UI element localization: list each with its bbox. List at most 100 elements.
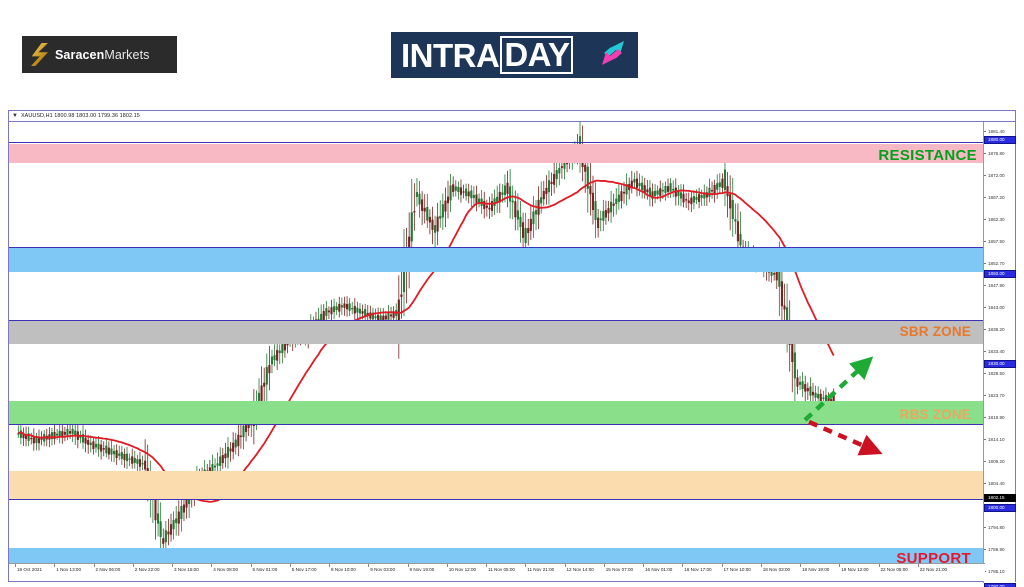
candle-body <box>428 216 431 223</box>
candle-body <box>123 453 126 461</box>
candle-body <box>232 442 235 452</box>
price-tick-label: 1867.20 <box>988 195 1005 200</box>
candle-body <box>550 181 553 184</box>
candle-body <box>56 433 59 436</box>
candle-body <box>547 180 551 193</box>
candle-body <box>125 453 129 462</box>
candle-body <box>685 199 688 201</box>
candle-body <box>555 170 558 179</box>
time-tick-label: 11 Nov 05:00 <box>488 567 515 572</box>
candle-body <box>799 382 802 385</box>
price-tick: 1872.00 <box>984 172 1016 179</box>
candle-body <box>710 190 714 192</box>
candle-body <box>542 190 545 200</box>
candle-body <box>118 453 121 456</box>
price-axis[interactable]: 1881.40 1880.00 1876.80 1872.00 1867.20 1862.… <box>983 122 1016 587</box>
candle-body <box>415 192 418 197</box>
candle-body <box>27 433 30 441</box>
candle-body <box>731 200 734 220</box>
tick-dash <box>984 417 986 418</box>
price-tick-label: 1881.40 <box>988 129 1005 134</box>
price-tick-label: 1785.10 <box>988 569 1005 574</box>
intraday-logo: INTRA DAY <box>391 32 638 78</box>
candle-body <box>734 219 737 222</box>
candle-body <box>687 200 690 203</box>
candle-body <box>604 210 607 218</box>
candle-body <box>343 303 346 308</box>
candle-body <box>465 188 468 197</box>
candle-body <box>470 190 473 199</box>
candle-body <box>281 343 284 354</box>
candle-body <box>338 303 341 312</box>
price-tick-label: 1800.00 <box>988 505 1005 510</box>
price-tick-label: 1828.50 <box>988 371 1005 376</box>
candle-body <box>646 189 649 193</box>
price-tick-label: 1857.50 <box>988 239 1005 244</box>
price-tick: 1857.50 <box>984 238 1016 245</box>
candle-body <box>558 167 561 174</box>
candle-body <box>159 521 162 537</box>
candle-body <box>726 186 729 197</box>
candle-body <box>71 428 74 435</box>
tick-dash <box>984 131 986 132</box>
candle-body <box>270 356 274 365</box>
candle-body <box>154 498 157 521</box>
candle-body <box>478 198 481 203</box>
candle-body <box>136 459 139 464</box>
candle-body <box>594 201 597 221</box>
tick-dash <box>984 395 986 396</box>
candle-body <box>421 199 424 211</box>
price-tick: 1814.10 <box>984 436 1016 443</box>
tick-dash <box>984 263 986 264</box>
candle-body <box>169 524 173 535</box>
candle-body <box>345 304 349 310</box>
tick-dash <box>984 307 986 308</box>
candle-body <box>384 315 387 320</box>
chart-plot-area[interactable]: RESISTANCE SBR ZONE RBS ZONE SUPPORT <box>9 122 985 565</box>
candle-body <box>167 531 170 535</box>
symbol-quote-label: XAUUSD,H1 1800.98 1803.00 1799.36 1802.1… <box>20 113 140 119</box>
time-tick-label: 18 Nov 03:00 <box>762 567 791 572</box>
candle-body <box>224 453 227 459</box>
candle-body <box>656 190 659 195</box>
candle-body <box>716 183 719 190</box>
candle-body <box>273 355 276 361</box>
candle-body <box>97 443 100 450</box>
time-tick-label: 12 Nov 14:00 <box>566 567 594 572</box>
chevron-down-icon[interactable]: ▼ <box>12 112 18 119</box>
candle-body <box>371 312 374 320</box>
price-tick-label: 1847.90 <box>988 283 1005 288</box>
price-tick-label: 1838.20 <box>988 327 1005 332</box>
candle-body <box>431 219 434 230</box>
mt4-chart-window[interactable]: ▼ XAUUSD,H1 1800.98 1803.00 1799.36 1802… <box>8 110 1016 587</box>
time-tick-mark <box>878 564 880 567</box>
candle-body <box>713 184 716 194</box>
candle-body <box>144 460 147 470</box>
tick-dash <box>984 351 986 352</box>
candle-body <box>164 530 167 543</box>
price-tick: 1789.90 <box>984 546 1016 553</box>
candle-body <box>524 228 527 243</box>
chart-header-bar[interactable]: ▼ XAUUSD,H1 1800.98 1803.00 1799.36 1802… <box>9 111 1015 122</box>
candle-body <box>94 443 98 448</box>
time-axis[interactable]: 19 Oct 2021 1 Nov 13:00 2 Nov 06:00 2 Nov 2… <box>9 563 985 581</box>
candle-body <box>599 218 602 221</box>
candle-body <box>801 381 804 390</box>
candle-body <box>226 446 230 458</box>
candle-body <box>721 178 724 188</box>
saracen-markets-logo: SaracenMarkets <box>22 36 177 73</box>
candle-body <box>79 436 82 438</box>
tick-dash <box>984 461 986 462</box>
tick-dash <box>984 219 986 220</box>
tick-dash <box>984 439 986 440</box>
candle-body <box>705 192 708 198</box>
candle-body <box>809 386 812 396</box>
zone-line-1850 <box>9 247 985 248</box>
time-tick-label: 19 Oct 2021 <box>17 567 43 572</box>
candle-body <box>522 222 525 238</box>
candle-body <box>434 225 437 233</box>
price-tick-label: 1833.40 <box>988 349 1005 354</box>
time-tick-label: 2 Nov 22:00 <box>134 567 160 572</box>
candle-body <box>617 194 620 202</box>
